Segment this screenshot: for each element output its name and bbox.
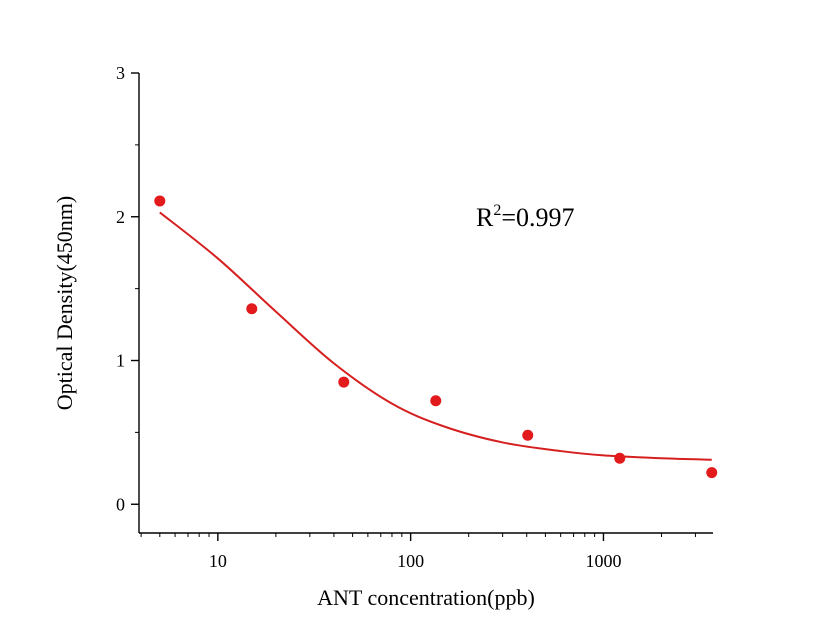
x-axis-title: ANT concentration(ppb) bbox=[317, 585, 535, 610]
data-point bbox=[338, 376, 350, 388]
data-point bbox=[430, 395, 442, 407]
r-squared-annotation: R2=0.997 bbox=[476, 202, 575, 232]
y-tick-label: 2 bbox=[116, 207, 125, 227]
r-squared-value: =0.997 bbox=[501, 203, 574, 232]
y-axis-ticks: 0 1 2 3 bbox=[116, 63, 139, 514]
x-tick-label: 10 bbox=[209, 551, 227, 571]
series-layer bbox=[154, 195, 718, 479]
data-point bbox=[706, 467, 718, 479]
plot-area: 10 100 1000 0 1 2 3 bbox=[116, 63, 718, 571]
r-squared-prefix: R bbox=[476, 203, 494, 232]
r-squared-superscript: 2 bbox=[493, 202, 501, 219]
y-tick-label: 0 bbox=[116, 494, 125, 514]
y-axis-title: Optical Density(450nm) bbox=[52, 196, 77, 410]
data-point bbox=[522, 429, 534, 441]
data-point bbox=[154, 195, 166, 207]
data-point bbox=[246, 303, 258, 315]
x-axis-ticks: 10 100 1000 bbox=[140, 533, 696, 571]
x-tick-label: 100 bbox=[397, 551, 424, 571]
data-point bbox=[614, 452, 626, 464]
fit-curve bbox=[159, 211, 712, 461]
y-tick-label: 1 bbox=[116, 351, 125, 371]
y-tick-label: 3 bbox=[116, 63, 125, 83]
x-tick-label: 1000 bbox=[585, 551, 621, 571]
